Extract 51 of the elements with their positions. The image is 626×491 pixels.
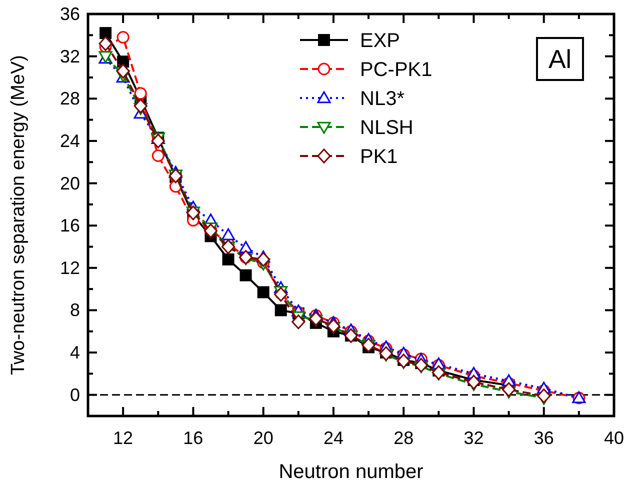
point (432, 365, 446, 380)
point (134, 87, 147, 100)
x-tick-label: 36 (534, 428, 554, 448)
y-tick-label: 16 (60, 216, 80, 236)
point (221, 239, 236, 254)
point (134, 98, 148, 114)
point (466, 374, 481, 390)
point (221, 228, 236, 240)
point (116, 31, 130, 44)
y-tick-label: 24 (60, 130, 80, 151)
point (116, 64, 130, 78)
y-tick-label: 32 (60, 46, 80, 66)
point (502, 382, 516, 397)
x-tick-label: 40 (604, 428, 624, 448)
x-axis-title: Neutron number (278, 461, 424, 483)
point (414, 358, 428, 373)
x-tick-label: 12 (113, 428, 134, 448)
y-tick-label: 20 (60, 173, 80, 194)
legend-label: NL3* (360, 88, 405, 110)
x-tick-label: 32 (464, 428, 484, 448)
y-tick-label: 12 (60, 258, 80, 278)
y-tick-label: 36 (60, 4, 80, 24)
legend-label: PK1 (360, 146, 398, 168)
point (256, 252, 270, 267)
x-tick-label: 28 (394, 428, 414, 448)
y-tick-label: 0 (70, 384, 80, 405)
point (257, 286, 270, 298)
point (396, 354, 410, 368)
x-tick-label: 20 (253, 428, 274, 448)
point (309, 311, 323, 326)
y-tick-label: 8 (70, 300, 80, 320)
y-tick-label: 28 (60, 88, 80, 109)
legend-label: EXP (360, 30, 400, 52)
point (274, 304, 287, 316)
point (222, 253, 234, 266)
point (292, 314, 306, 330)
x-tick-label: 24 (323, 428, 344, 448)
x-tick-label: 16 (183, 428, 204, 448)
point (100, 27, 112, 40)
point (151, 134, 165, 148)
point (98, 36, 112, 51)
annotation: Al (548, 44, 572, 74)
legend-label: NLSH (360, 117, 414, 139)
point (326, 318, 340, 334)
y-axis-title: Two-neutron separation energy (MeV) (8, 55, 29, 375)
point (152, 150, 164, 162)
point (239, 240, 253, 253)
legend-label: PC-PK1 (360, 59, 432, 81)
point (537, 388, 551, 404)
y-tick-label: 4 (70, 342, 80, 363)
point (240, 269, 252, 282)
